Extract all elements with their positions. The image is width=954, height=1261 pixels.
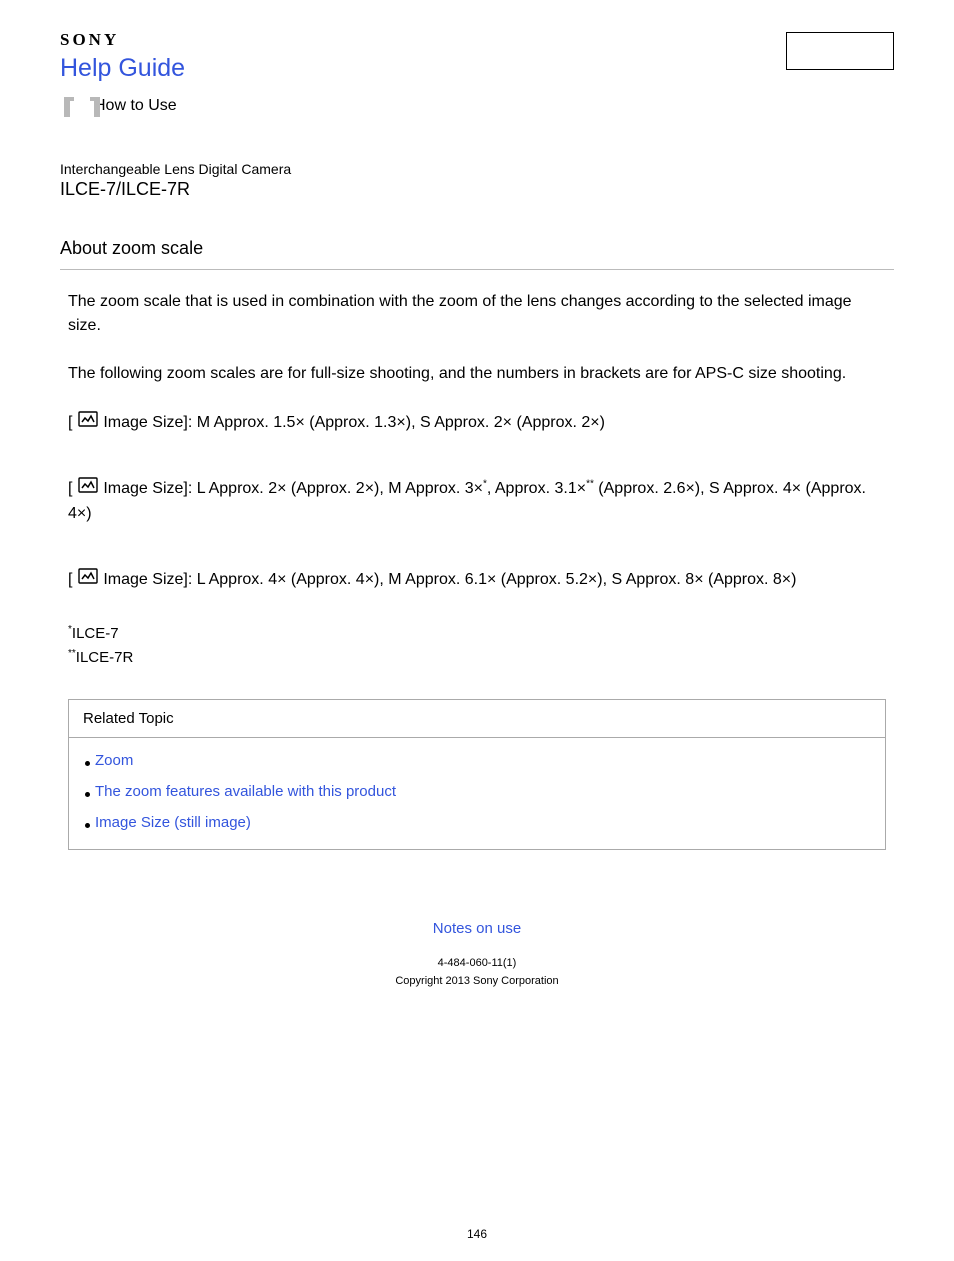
spec-prefix: [	[68, 480, 72, 497]
how-to-use-label: How to Use	[94, 91, 177, 121]
body-content: The zoom scale that is used in combinati…	[68, 290, 886, 850]
document-page: SONY Help Guide How to Use Interchangeab…	[0, 0, 954, 1261]
paragraph-2: The following zoom scales are for full-s…	[68, 362, 886, 386]
document-number: 4-484-060-11(1)	[60, 957, 894, 969]
footnote-2: **ILCE-7R	[68, 646, 886, 670]
title-divider	[60, 269, 894, 270]
brand-logo: SONY	[60, 30, 786, 50]
spec-values-2b: , Approx. 3.1×	[487, 480, 586, 497]
page-number: 146	[60, 1227, 894, 1241]
nav-how-to-use: How to Use	[60, 91, 786, 121]
spec-prefix: [	[68, 571, 72, 588]
header-box	[786, 32, 894, 70]
spec-values-2a: L Approx. 2× (Approx. 2×), M Approx. 3×	[197, 480, 483, 497]
spec-row-2: [ Image Size]: L Approx. 2× (Approx. 2×)…	[68, 476, 886, 527]
related-topic-list: Zoom The zoom features available with th…	[69, 738, 885, 849]
related-topic-title: Related Topic	[69, 700, 885, 738]
spec-label: Image Size]:	[103, 480, 196, 497]
related-topic-box: Related Topic Zoom The zoom features ava…	[68, 699, 886, 850]
spec-prefix: [	[68, 414, 72, 431]
header-left: SONY Help Guide How to Use	[60, 30, 786, 161]
related-link-zoom[interactable]: Zoom	[95, 752, 871, 769]
spec-values-3: L Approx. 4× (Approx. 4×), M Approx. 6.1…	[197, 571, 797, 588]
footnote-1: *ILCE-7	[68, 622, 886, 646]
help-guide-link[interactable]: Help Guide	[60, 54, 786, 83]
copyright: Copyright 2013 Sony Corporation	[60, 975, 894, 987]
spec-row-3: [ Image Size]: L Approx. 4× (Approx. 4×)…	[68, 567, 886, 593]
footnote-ref-2: **	[586, 478, 594, 489]
footer: Notes on use 4-484-060-11(1) Copyright 2…	[60, 920, 894, 987]
howto-icon	[60, 91, 106, 121]
paragraph-1: The zoom scale that is used in combinati…	[68, 290, 886, 338]
footnotes: *ILCE-7 **ILCE-7R	[68, 622, 886, 669]
related-link-image-size[interactable]: Image Size (still image)	[95, 814, 871, 831]
spec-values-1: M Approx. 1.5× (Approx. 1.3×), S Approx.…	[197, 414, 605, 431]
page-title: About zoom scale	[60, 238, 894, 259]
spec-label: Image Size]:	[103, 414, 196, 431]
header-row: SONY Help Guide How to Use	[60, 30, 894, 161]
image-size-icon	[78, 410, 98, 436]
image-size-icon	[78, 476, 98, 502]
notes-on-use-link[interactable]: Notes on use	[433, 920, 521, 937]
spec-label: Image Size]:	[103, 571, 196, 588]
spec-row-1: [ Image Size]: M Approx. 1.5× (Approx. 1…	[68, 410, 886, 436]
product-type: Interchangeable Lens Digital Camera	[60, 161, 894, 177]
related-link-zoom-features[interactable]: The zoom features available with this pr…	[95, 783, 871, 800]
image-size-icon	[78, 567, 98, 593]
model-name: ILCE-7/ILCE-7R	[60, 179, 894, 200]
